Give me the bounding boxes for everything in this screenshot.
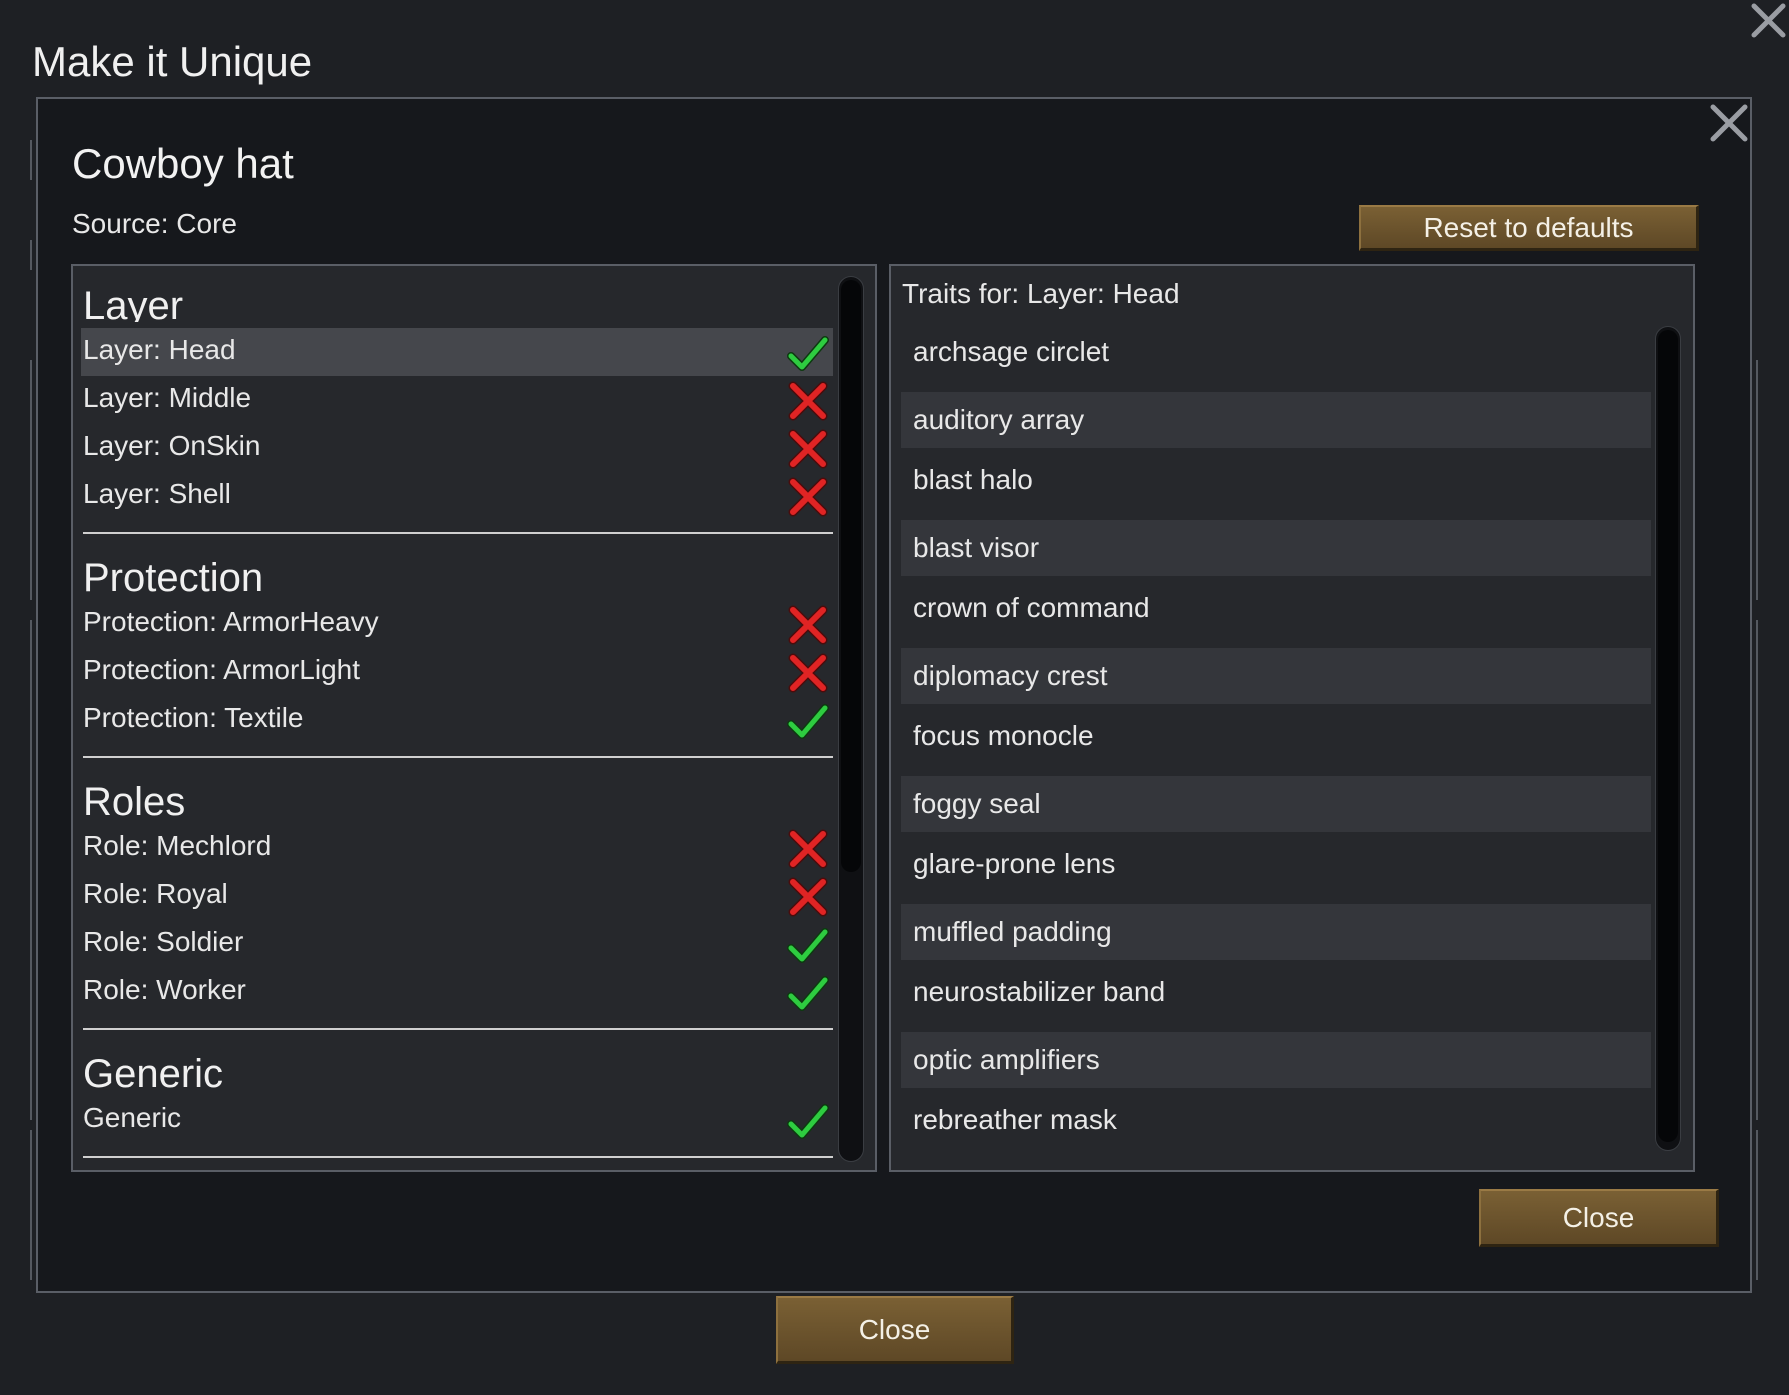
trait-row[interactable]: neurostabilizer band <box>901 964 1651 1020</box>
background-window-edge <box>30 140 32 180</box>
trait-row[interactable]: optic amplifiers <box>901 1032 1651 1088</box>
trait-label: rebreather mask <box>913 1104 1117 1135</box>
checkmark-icon[interactable] <box>787 700 829 742</box>
trait-row[interactable]: blast halo <box>901 452 1651 508</box>
cross-icon[interactable] <box>787 604 829 646</box>
category-row[interactable]: Role: Soldier <box>81 920 833 968</box>
traits-header: Traits for: Layer: Head <box>902 278 1180 309</box>
cross-icon[interactable] <box>787 828 829 870</box>
trait-label: muffled padding <box>913 916 1112 947</box>
trait-row[interactable]: diplomacy crest <box>901 648 1651 704</box>
trait-label: blast visor <box>913 532 1040 563</box>
category-label: Role: Royal <box>83 878 228 909</box>
category-row[interactable]: Protection: Textile <box>81 696 833 744</box>
background-window-edge <box>1756 620 1758 1120</box>
checkmark-icon[interactable] <box>787 1100 829 1142</box>
group-title-layer: Layer <box>83 284 184 322</box>
trait-row[interactable]: crown of command <box>901 580 1651 636</box>
traits-scroll-thumb[interactable] <box>1658 330 1678 1142</box>
background-window-edge <box>30 620 32 1120</box>
group-divider <box>83 1028 833 1030</box>
category-label: Layer: OnSkin <box>83 430 261 461</box>
category-label: Protection: ArmorLight <box>83 654 361 685</box>
trait-label: foggy seal <box>913 788 1041 819</box>
checkmark-icon[interactable] <box>787 972 829 1014</box>
category-row[interactable]: Protection: ArmorHeavy <box>81 600 833 648</box>
category-row[interactable]: Layer: OnSkin <box>81 424 833 472</box>
trait-row[interactable]: auditory array <box>901 392 1651 448</box>
trait-label: optic amplifiers <box>913 1044 1100 1075</box>
trait-label: neurostabilizer band <box>913 976 1166 1007</box>
category-label: Layer: Middle <box>83 382 252 413</box>
category-row[interactable]: Role: Royal <box>81 872 833 920</box>
background-window-edge <box>1756 1130 1758 1280</box>
dialog-close-icon[interactable] <box>1708 102 1750 144</box>
group-divider <box>83 756 833 758</box>
window-title: Make it Unique <box>32 38 313 85</box>
category-label: Role: Mechlord <box>83 830 272 861</box>
background-window-edge <box>1756 360 1758 600</box>
trait-row[interactable]: glare-prone lens <box>901 836 1651 892</box>
reset-to-defaults-button[interactable]: Reset to defaults <box>1359 205 1699 251</box>
category-row[interactable]: Role: Worker <box>81 968 833 1016</box>
trait-label: glare-prone lens <box>913 848 1116 879</box>
category-label: Layer: Head <box>83 334 236 365</box>
cross-icon[interactable] <box>787 428 829 470</box>
cross-icon[interactable] <box>787 652 829 694</box>
cross-icon[interactable] <box>787 476 829 518</box>
trait-label: archsage circlet <box>913 336 1110 367</box>
group-divider <box>83 532 833 534</box>
background-window-edge <box>30 1130 32 1280</box>
group-divider <box>83 1156 833 1158</box>
trait-row[interactable]: focus monocle <box>901 708 1651 764</box>
trait-row[interactable]: archsage circlet <box>901 324 1651 380</box>
category-label: Role: Soldier <box>83 926 244 957</box>
window-close-button[interactable]: Close <box>776 1296 1014 1364</box>
category-row[interactable]: Layer: Middle <box>81 376 833 424</box>
category-row[interactable]: Layer: Head <box>81 328 833 376</box>
category-row[interactable]: Protection: ArmorLight <box>81 648 833 696</box>
background-window-edge <box>30 240 32 270</box>
category-label: Protection: Textile <box>83 702 304 733</box>
trait-label: diplomacy crest <box>913 660 1108 691</box>
category-row[interactable]: Role: Mechlord <box>81 824 833 872</box>
trait-row[interactable]: muffled padding <box>901 904 1651 960</box>
group-title-roles: Roles <box>83 780 186 818</box>
checkmark-icon[interactable] <box>787 332 829 374</box>
trait-row[interactable]: blast visor <box>901 520 1651 576</box>
trait-label: blast halo <box>913 464 1033 495</box>
window-close-icon[interactable] <box>1748 0 1789 41</box>
dialog-close-button[interactable]: Close <box>1479 1189 1719 1247</box>
checkmark-icon[interactable] <box>787 924 829 966</box>
category-label: Generic <box>83 1102 182 1133</box>
category-label: Role: Worker <box>83 974 246 1005</box>
category-row[interactable]: Layer: Shell <box>81 472 833 520</box>
background-window-edge <box>30 360 32 600</box>
cross-icon[interactable] <box>787 380 829 422</box>
trait-row[interactable]: rebreather mask <box>901 1092 1651 1148</box>
item-source: Source: Core <box>72 208 237 239</box>
trait-label: focus monocle <box>913 720 1094 751</box>
group-title-protection: Protection <box>83 556 264 594</box>
category-list-scroll-thumb[interactable] <box>841 280 861 872</box>
trait-row[interactable]: foggy seal <box>901 776 1651 832</box>
category-label: Protection: ArmorHeavy <box>83 606 379 637</box>
category-list-panel <box>71 264 877 1172</box>
cross-icon[interactable] <box>787 876 829 918</box>
item-title: Cowboy hat <box>72 140 294 187</box>
trait-label: auditory array <box>913 404 1085 435</box>
category-row[interactable]: Generic <box>81 1096 833 1144</box>
category-label: Layer: Shell <box>83 478 231 509</box>
trait-label: crown of command <box>913 592 1150 623</box>
group-title-generic: Generic <box>83 1052 224 1090</box>
